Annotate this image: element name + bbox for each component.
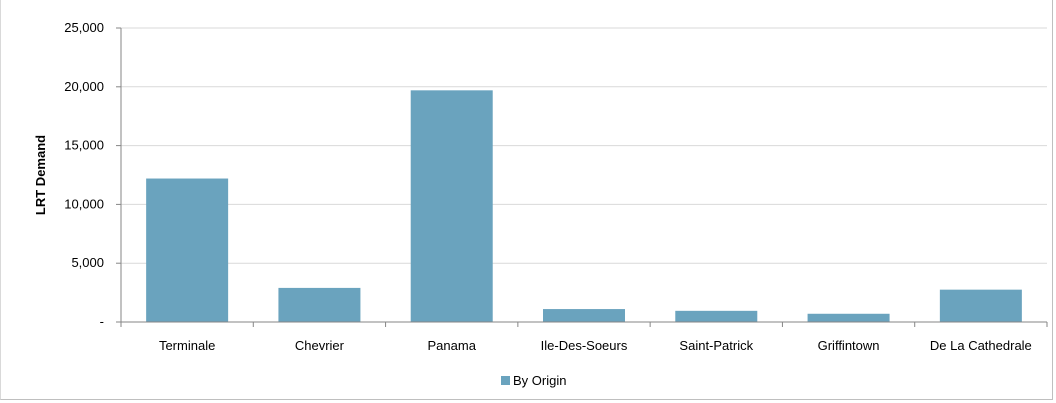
y-tick-label: 25,000 [64,20,104,35]
x-tick-label: Ile-Des-Soeurs [541,338,628,353]
x-axis-ticks: Terminale Chevrier Panama Ile-Des-Soeurs Sai… [120,322,1048,353]
x-tick-label: De La Cathedrale [930,338,1032,353]
gridlines [121,27,1047,264]
x-tick-label: Terminale [159,338,215,353]
bar [939,289,1022,322]
legend-swatch [501,376,510,385]
y-tick-label: - [100,314,104,329]
y-tick-label: 20,000 [64,79,104,94]
bar [410,90,493,322]
y-axis-title: LRT Demand [33,135,48,215]
legend: By Origin [501,373,566,388]
legend-label: By Origin [513,373,566,388]
bar [146,178,229,322]
y-axis-ticks: - 5,000 10,000 15,000 20,000 25,000 [64,20,121,329]
y-tick-label: 5,000 [71,255,104,270]
bar [278,287,361,322]
x-tick-label: Saint-Patrick [679,338,753,353]
bar [675,310,758,322]
bar [807,313,890,322]
x-tick-label: Panama [428,338,477,353]
x-tick-label: Griffintown [818,338,880,353]
bar [543,309,625,322]
y-tick-label: 10,000 [64,196,104,211]
y-tick-label: 15,000 [64,138,104,153]
x-tick-label: Chevrier [295,338,345,353]
bars [146,90,1022,322]
